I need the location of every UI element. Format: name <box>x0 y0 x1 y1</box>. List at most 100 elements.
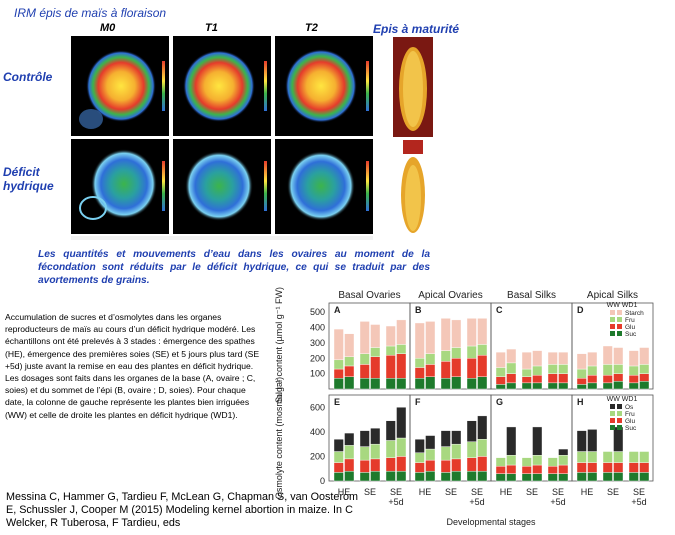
mri-deficit-t2 <box>275 139 373 234</box>
row-label-water-deficit: Déficit hydrique <box>3 165 54 193</box>
bar-F-2-suc <box>440 472 451 482</box>
legend-swatch-wd-bottom-1 <box>617 411 622 416</box>
ytick-1-600: 600 <box>310 402 325 412</box>
mri-caption: Les quantités et mouvements d’eau dans l… <box>38 249 430 286</box>
legend-title-top: WW WD1 <box>607 302 638 309</box>
legend-swatch-wd-bottom-3 <box>617 425 622 430</box>
bar-D-3-starch <box>613 347 624 365</box>
bar-B-3-starch <box>451 319 462 348</box>
bar-F-0-os <box>414 439 425 453</box>
xtick-0-2-0: SE <box>390 487 402 497</box>
xtick-2-0-0: HE <box>500 487 513 497</box>
bar-A-0-fru <box>333 359 344 370</box>
ear-deficit-image <box>396 140 431 236</box>
ytick-1-200: 200 <box>310 451 325 461</box>
panel-letter-A: A <box>334 305 341 315</box>
bar-F-3-fru <box>451 443 462 460</box>
bar-D-4-suc <box>628 382 639 390</box>
ytick-0-200: 200 <box>310 353 325 363</box>
bar-D-0-fru <box>576 368 587 379</box>
bar-B-2-fru <box>440 350 451 362</box>
bar-G-1-os <box>506 426 517 456</box>
bar-D-0-starch <box>576 353 587 370</box>
panel-header-3: Apical Silks <box>587 290 638 301</box>
bar-H-3-glu <box>613 462 624 473</box>
legend-swatch-wd-bottom-0 <box>617 404 622 409</box>
bar-A-3-starch <box>370 324 381 348</box>
ear-control-image <box>393 37 433 137</box>
bar-F-1-fru <box>425 448 436 461</box>
mri-deficit-m0 <box>71 139 169 234</box>
bar-D-3-glu <box>613 373 624 382</box>
xtick-0-0-0: HE <box>338 487 351 497</box>
panel-letter-F: F <box>415 397 421 407</box>
legend-swatch-ww-bottom-2 <box>610 418 615 423</box>
bar-G-2-glu <box>521 466 532 474</box>
bar-C-0-suc <box>495 384 506 390</box>
bar-B-1-fru <box>425 353 436 365</box>
column-header-t1: T1 <box>205 22 218 34</box>
bar-E-4-glu <box>385 457 396 472</box>
xtick-1-2-0: SE <box>471 487 483 497</box>
bar-C-4-starch <box>547 351 558 365</box>
bar-D-3-suc <box>613 381 624 390</box>
bar-B-0-glu <box>414 367 425 379</box>
bar-E-5-glu <box>396 456 407 472</box>
bar-E-5-suc <box>396 470 407 482</box>
ytick-0-100: 100 <box>310 369 325 379</box>
bar-H-0-fru <box>576 451 587 463</box>
bar-G-2-fru <box>521 457 532 467</box>
legend-label-top-3: Suc <box>625 331 637 338</box>
bar-F-0-glu <box>414 462 425 473</box>
bar-E-1-suc <box>344 470 355 482</box>
bar-C-0-starch <box>495 351 506 368</box>
bar-F-2-os <box>440 430 451 447</box>
bar-E-5-fru <box>396 437 407 457</box>
bar-F-3-suc <box>451 470 462 482</box>
xtick-3-2-1: +5d <box>631 497 646 507</box>
bar-E-0-fru <box>333 451 344 463</box>
bar-D-5-suc <box>639 381 650 390</box>
legend-swatch-ww-top-2 <box>610 324 615 329</box>
legend-swatch-ww-top-0 <box>610 310 615 315</box>
legend-title-bottom: WW WD1 <box>607 396 638 403</box>
bar-F-5-suc <box>477 470 488 482</box>
row-label-control: Contrôle <box>3 70 53 84</box>
bar-A-4-starch <box>385 325 396 347</box>
bar-H-3-os <box>613 426 624 452</box>
bar-H-4-suc <box>628 472 639 482</box>
bar-C-4-glu <box>547 373 558 384</box>
bar-B-5-starch <box>477 318 488 345</box>
bar-G-3-fru <box>532 454 543 466</box>
xlabel: Developmental stages <box>446 517 536 527</box>
ytick-1-400: 400 <box>310 427 325 437</box>
bar-C-3-starch <box>532 350 543 367</box>
bar-B-4-suc <box>466 378 477 390</box>
legend-swatch-wd-top-3 <box>617 331 622 336</box>
bar-A-0-suc <box>333 378 344 390</box>
ytick-0-400: 400 <box>310 323 325 333</box>
legend-label-bottom-2: Glu <box>625 418 636 425</box>
xtick-3-2-0: SE <box>633 487 645 497</box>
bar-A-1-starch <box>344 333 355 357</box>
mri-control-t1 <box>173 36 271 136</box>
bar-B-3-suc <box>451 376 462 390</box>
bar-H-0-glu <box>576 462 587 473</box>
xtick-2-2-1: +5d <box>550 497 565 507</box>
legend-label-bottom-1: Fru <box>625 411 635 418</box>
bar-H-0-suc <box>576 472 587 482</box>
bar-H-5-glu <box>639 462 650 473</box>
legend-swatch-wd-top-2 <box>617 324 622 329</box>
bar-E-3-fru <box>370 443 381 460</box>
bar-C-2-starch <box>521 351 532 370</box>
legend-swatch-ww-top-3 <box>610 331 615 336</box>
bar-E-3-glu <box>370 458 381 472</box>
panel-letter-C: C <box>496 305 503 315</box>
bar-C-3-glu <box>532 374 543 384</box>
bar-G-0-glu <box>495 466 506 474</box>
mri-images <box>71 36 373 240</box>
bar-G-5-glu <box>558 464 569 474</box>
bar-F-5-fru <box>477 439 488 457</box>
bar-G-4-glu <box>547 466 558 474</box>
legend-swatch-wd-top-1 <box>617 317 622 322</box>
